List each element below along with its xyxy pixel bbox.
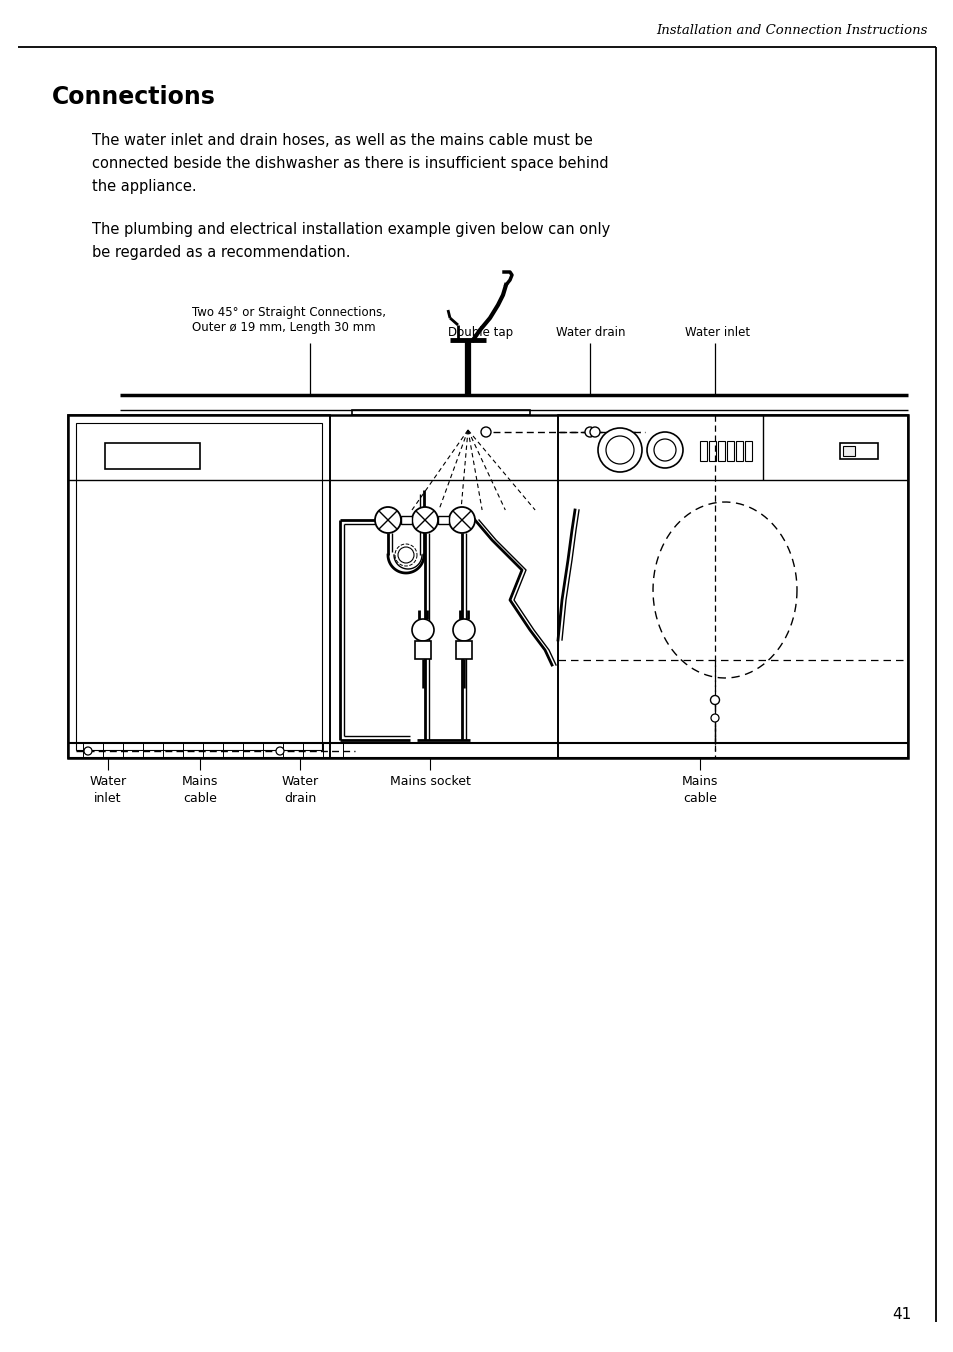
Circle shape — [397, 548, 414, 562]
Bar — [840, 443, 877, 458]
Circle shape — [412, 619, 434, 641]
Circle shape — [584, 427, 595, 437]
Text: The water inlet and drain hoses, as well as the mains cable must be
connected be: The water inlet and drain hoses, as well… — [91, 132, 608, 193]
Bar — [726, 441, 733, 461]
Text: Double tap: Double tap — [448, 326, 513, 339]
Text: Water
drain: Water drain — [281, 775, 318, 804]
Text: 41: 41 — [892, 1307, 911, 1322]
Text: Water drain: Water drain — [556, 326, 625, 339]
Bar — [842, 446, 854, 456]
Circle shape — [480, 427, 491, 437]
Text: Mains
cable: Mains cable — [681, 775, 718, 804]
Bar — [456, 641, 472, 658]
Text: Mains socket: Mains socket — [389, 775, 470, 788]
Circle shape — [275, 748, 284, 754]
Bar — [437, 516, 449, 525]
Circle shape — [589, 427, 599, 437]
Circle shape — [449, 507, 475, 533]
Bar — [735, 441, 742, 461]
Bar — [76, 423, 322, 750]
Circle shape — [598, 429, 641, 472]
Text: The plumbing and electrical installation example given below can only
be regarde: The plumbing and electrical installation… — [91, 222, 610, 260]
Circle shape — [710, 714, 719, 722]
Circle shape — [646, 433, 682, 468]
Bar — [558, 415, 907, 758]
Bar — [415, 641, 431, 658]
Text: Water inlet: Water inlet — [684, 326, 749, 339]
Bar — [400, 516, 412, 525]
Circle shape — [375, 507, 400, 533]
Circle shape — [412, 507, 437, 533]
Bar — [352, 410, 530, 415]
Text: Two 45° or Straight Connections,
Outer ø 19 mm, Length 30 mm: Two 45° or Straight Connections, Outer ø… — [192, 306, 386, 334]
Text: Mains
cable: Mains cable — [182, 775, 218, 804]
Bar — [744, 441, 751, 461]
Circle shape — [84, 748, 91, 754]
Bar — [68, 415, 907, 758]
Bar — [718, 441, 724, 461]
Bar — [700, 441, 706, 461]
Circle shape — [605, 435, 634, 464]
Text: Water
inlet: Water inlet — [90, 775, 127, 804]
Circle shape — [453, 619, 475, 641]
Bar — [105, 443, 200, 469]
Text: Installation and Connection Instructions: Installation and Connection Instructions — [656, 23, 927, 37]
Text: Connections: Connections — [52, 85, 215, 110]
Bar — [68, 415, 330, 758]
Circle shape — [654, 439, 676, 461]
Bar — [708, 441, 716, 461]
Circle shape — [710, 695, 719, 704]
